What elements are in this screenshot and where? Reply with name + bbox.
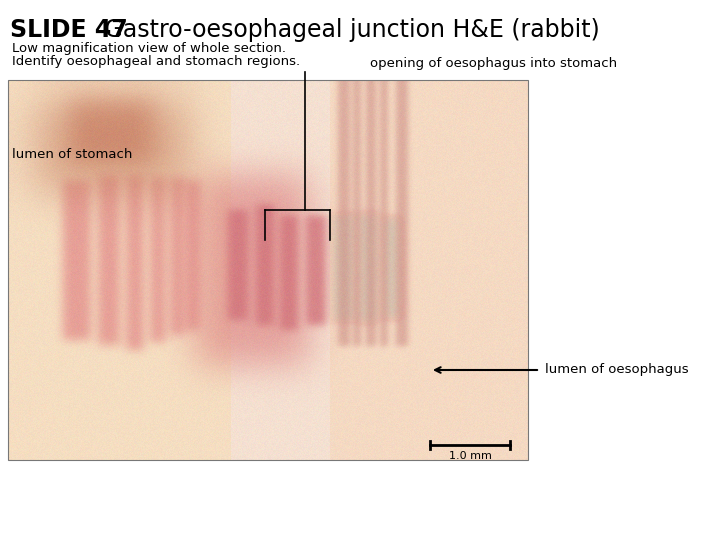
Text: lumen of stomach: lumen of stomach [12,148,132,161]
Text: SLIDE 47: SLIDE 47 [10,18,127,42]
Text: opening of oesophagus into stomach: opening of oesophagus into stomach [370,57,617,70]
Text: lumen of oesophagus: lumen of oesophagus [545,363,688,376]
Text: Gastro-oesophageal junction H&E (rabbit): Gastro-oesophageal junction H&E (rabbit) [97,18,600,42]
Bar [8,80,528,460]
Text: 1.0 mm: 1.0 mm [449,451,492,461]
Text: Low magnification view of whole section.: Low magnification view of whole section. [12,42,286,55]
Text: Identify oesophageal and stomach regions.: Identify oesophageal and stomach regions… [12,55,300,68]
